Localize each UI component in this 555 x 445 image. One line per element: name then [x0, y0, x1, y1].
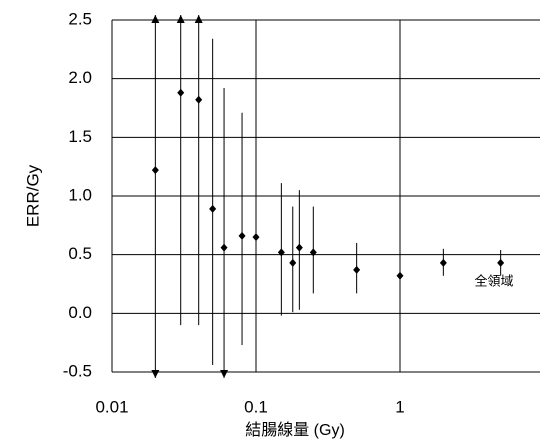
point — [209, 204, 217, 213]
point — [177, 88, 185, 97]
x-tick-label: 0.1 — [244, 397, 268, 416]
point — [353, 265, 361, 274]
point — [289, 258, 297, 267]
point — [238, 231, 246, 240]
x-axis-title: 結腸線量 (Gy) — [245, 421, 345, 439]
y-tick-label: 2.5 — [68, 9, 92, 28]
point — [220, 243, 228, 252]
point — [295, 243, 303, 252]
point — [151, 166, 159, 175]
y-tick-label: 0.0 — [68, 303, 92, 322]
y-tick-label: 2.0 — [68, 68, 92, 87]
arrow-head — [220, 370, 229, 378]
arrow-head — [194, 15, 203, 23]
point — [195, 95, 203, 104]
y-tick-label: 1.5 — [68, 127, 92, 146]
y-tick-label: -0.5 — [63, 361, 92, 380]
arrow-head — [176, 15, 185, 23]
arrow-head — [151, 370, 160, 378]
point — [497, 258, 505, 267]
y-axis-title: ERR/Gy — [23, 164, 42, 227]
x-tick-label: 0.01 — [95, 397, 128, 416]
arrow-head — [151, 15, 160, 23]
point — [396, 271, 404, 280]
point — [439, 258, 447, 267]
y-tick-label: 1.0 — [68, 185, 92, 204]
point — [277, 248, 285, 257]
annotation: 全領域 — [474, 273, 513, 288]
point — [252, 233, 260, 242]
point — [309, 248, 317, 257]
x-tick-label: 1 — [395, 397, 404, 416]
y-tick-label: 0.5 — [68, 244, 92, 263]
